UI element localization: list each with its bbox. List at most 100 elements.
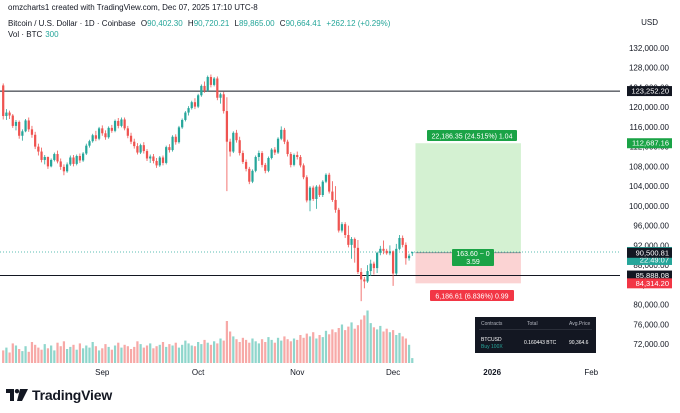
tradingview-logo[interactable]: TradingView: [6, 387, 112, 403]
volume-bar: [232, 336, 235, 363]
volume-bar: [59, 346, 62, 363]
volume-bars: [2, 310, 414, 363]
volume-bar: [5, 347, 8, 363]
price-badge-label: 123,252.20: [631, 87, 669, 96]
price-tick-label: 76,000.00: [633, 320, 669, 329]
candle-body: [158, 157, 161, 166]
volume-bar: [264, 342, 267, 363]
candle-body: [267, 157, 270, 171]
volume-bar: [299, 335, 302, 363]
candle-body: [273, 149, 276, 153]
volume-bar: [366, 310, 369, 363]
candle-body: [280, 129, 283, 139]
volume-bar: [139, 344, 142, 363]
currency-label[interactable]: USD: [641, 18, 658, 27]
candle-body: [219, 94, 222, 98]
volume-bar: [161, 342, 165, 363]
panel-price: 90,364.6: [569, 340, 589, 346]
volume-bar: [356, 325, 360, 363]
candle-body: [113, 120, 117, 131]
candle-body: [260, 153, 264, 165]
candle-body: [411, 251, 414, 254]
price-badge-sublabel: 22:49:07: [640, 255, 669, 264]
volume-bar: [391, 330, 395, 363]
candle-body: [184, 112, 187, 120]
price-badge-label: 112,687.16: [632, 139, 669, 148]
position-panel[interactable]: Contracts Total Avg.Price BTCUSD Buy 100…: [475, 317, 596, 353]
candles: [2, 74, 414, 302]
close-label: C: [279, 19, 286, 28]
volume-bar: [407, 344, 411, 363]
candle-body: [379, 248, 382, 253]
candle-body: [94, 135, 97, 139]
candle-body: [50, 159, 53, 167]
candle-body: [155, 160, 158, 166]
candle-body: [283, 129, 286, 142]
candle-body: [168, 147, 171, 151]
time-tick-label: Sep: [95, 368, 110, 377]
volume-bar: [53, 350, 56, 363]
candle-body: [117, 120, 120, 126]
candle-body: [21, 131, 24, 136]
candle-body: [177, 127, 181, 143]
candle-body: [149, 156, 152, 159]
candle-body: [129, 135, 133, 142]
candle-body: [110, 127, 113, 131]
candle-body: [344, 224, 347, 236]
candle-body: [388, 251, 392, 254]
volume-bar: [30, 342, 34, 363]
volume-bar: [334, 332, 337, 363]
volume-bar: [350, 322, 353, 363]
candle-body: [65, 164, 69, 172]
candle-body: [85, 145, 88, 154]
volume-bar: [171, 345, 174, 363]
volume-bar: [152, 348, 155, 363]
price-chart[interactable]: 132,000.00128,000.00124,000.00120,000.00…: [0, 0, 680, 383]
position-zones: [415, 143, 521, 284]
volume-bar: [11, 343, 14, 363]
candle-body: [299, 156, 302, 166]
time-axis[interactable]: Sep Oct Nov Dec 2026 Feb: [95, 368, 599, 377]
volume-bar: [40, 349, 43, 363]
volume-bar: [133, 346, 136, 363]
candle-body: [200, 85, 203, 96]
volume-bar: [398, 332, 401, 363]
time-tick-label: 2026: [483, 368, 501, 377]
panel-symbol: BTCUSD: [481, 337, 502, 343]
candle-body: [81, 153, 85, 161]
candle-body: [331, 191, 334, 200]
volume-bar: [190, 345, 193, 363]
symbol-title[interactable]: Bitcoin / U.S. Dollar · 1D · Coinbase: [8, 19, 136, 28]
candle-body: [46, 156, 50, 167]
candle-body: [228, 141, 232, 152]
volume-bar: [181, 344, 184, 363]
candle-body: [391, 251, 395, 274]
volume-bar: [62, 341, 66, 363]
volume-bar: [8, 352, 11, 363]
volume-bar: [46, 348, 50, 363]
panel-side: Buy 100X: [481, 344, 503, 350]
volume-bar: [254, 341, 257, 363]
volume-bar: [94, 346, 97, 363]
volume-bar: [289, 341, 292, 363]
candle-body: [385, 250, 388, 254]
price-badge-level: [627, 86, 672, 97]
candle-body: [145, 151, 149, 159]
candle-body: [321, 181, 324, 196]
price-tick-label: 116,000.00: [630, 123, 670, 132]
change-value: +262.12 (+0.29%): [326, 19, 391, 28]
footer: [0, 383, 680, 413]
candle-body: [356, 247, 360, 273]
price-badge-level: [627, 270, 672, 281]
candle-body: [209, 77, 213, 85]
price-axis[interactable]: 132,000.00128,000.00124,000.00120,000.00…: [627, 44, 672, 349]
price-tick-label: 100,000.00: [629, 202, 670, 211]
price-tick-label: 128,000.00: [629, 64, 670, 73]
stop-badge: [430, 290, 514, 301]
candle-body: [27, 120, 30, 130]
volume-label[interactable]: Vol · BTC: [8, 30, 43, 39]
volume-bar: [347, 326, 350, 363]
candle-body: [251, 170, 254, 182]
candle-body: [318, 186, 321, 196]
volume-bar: [21, 351, 24, 363]
